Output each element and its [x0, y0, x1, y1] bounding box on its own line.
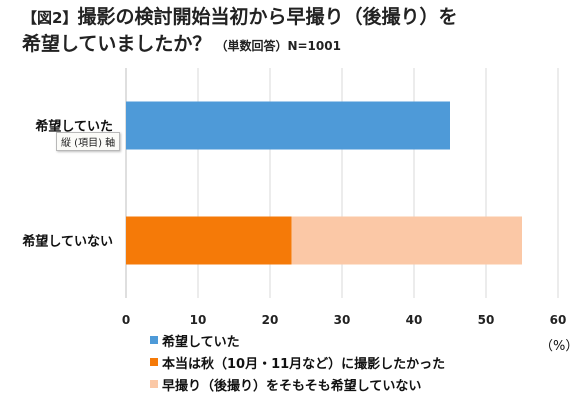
legend-swatch-3 [150, 380, 158, 388]
x-tick-label-4: 40 [406, 313, 423, 327]
legend-swatch-1 [150, 336, 158, 344]
legend-swatch-2 [150, 358, 158, 366]
title-line-2: 希望していましたか？ （単数回答）N=1001 [22, 31, 582, 59]
chart-legend: 希望していた 本当は秋（10月・11月など）に撮影したかった 早撮り（後撮り）を… [150, 329, 580, 395]
x-tick-label-0: 0 [122, 313, 130, 327]
title-text-1: 撮影の検討開始当初から早撮り（後撮り）を [77, 6, 458, 28]
bar-1-series-1 [126, 101, 450, 150]
chart-subtitle: （単数回答）N=1001 [215, 39, 341, 53]
x-tick-label-5: 50 [478, 313, 495, 327]
legend-label-1: 希望していた [162, 334, 240, 350]
legend-item-1: 希望していた [150, 329, 580, 351]
x-tick-label-1: 10 [190, 313, 207, 327]
title-line-1: 【図2】撮影の検討開始当初から早撮り（後撮り）を [22, 4, 582, 31]
legend-item-3: 早撮り（後撮り）をそもそも希望していない [150, 373, 580, 395]
title-text-2: 希望していましたか？ [22, 33, 212, 55]
legend-label-2: 本当は秋（10月・11月など）に撮影したかった [162, 356, 446, 372]
category-label-1: 希望していた [35, 119, 113, 135]
legend-label-3: 早撮り（後撮り）をそもそも希望していない [162, 378, 422, 394]
unit-label: （%） [540, 339, 579, 354]
x-tick-label-6: 60 [550, 313, 567, 327]
x-tick-label-3: 30 [334, 313, 351, 327]
figure-number: 【図2】 [22, 9, 78, 27]
bar-2-series-3 [291, 216, 522, 265]
bar-2-series-2 [126, 216, 292, 265]
legend-item-2: 本当は秋（10月・11月など）に撮影したかった [150, 351, 580, 373]
chart-title: 【図2】撮影の検討開始当初から早撮り（後撮り）を 希望していましたか？ （単数回答… [22, 4, 582, 59]
axis-tooltip: 縦 (項目) 軸 [56, 132, 121, 151]
x-tick-label-2: 20 [262, 313, 279, 327]
category-label-2: 希望していない [22, 234, 113, 250]
